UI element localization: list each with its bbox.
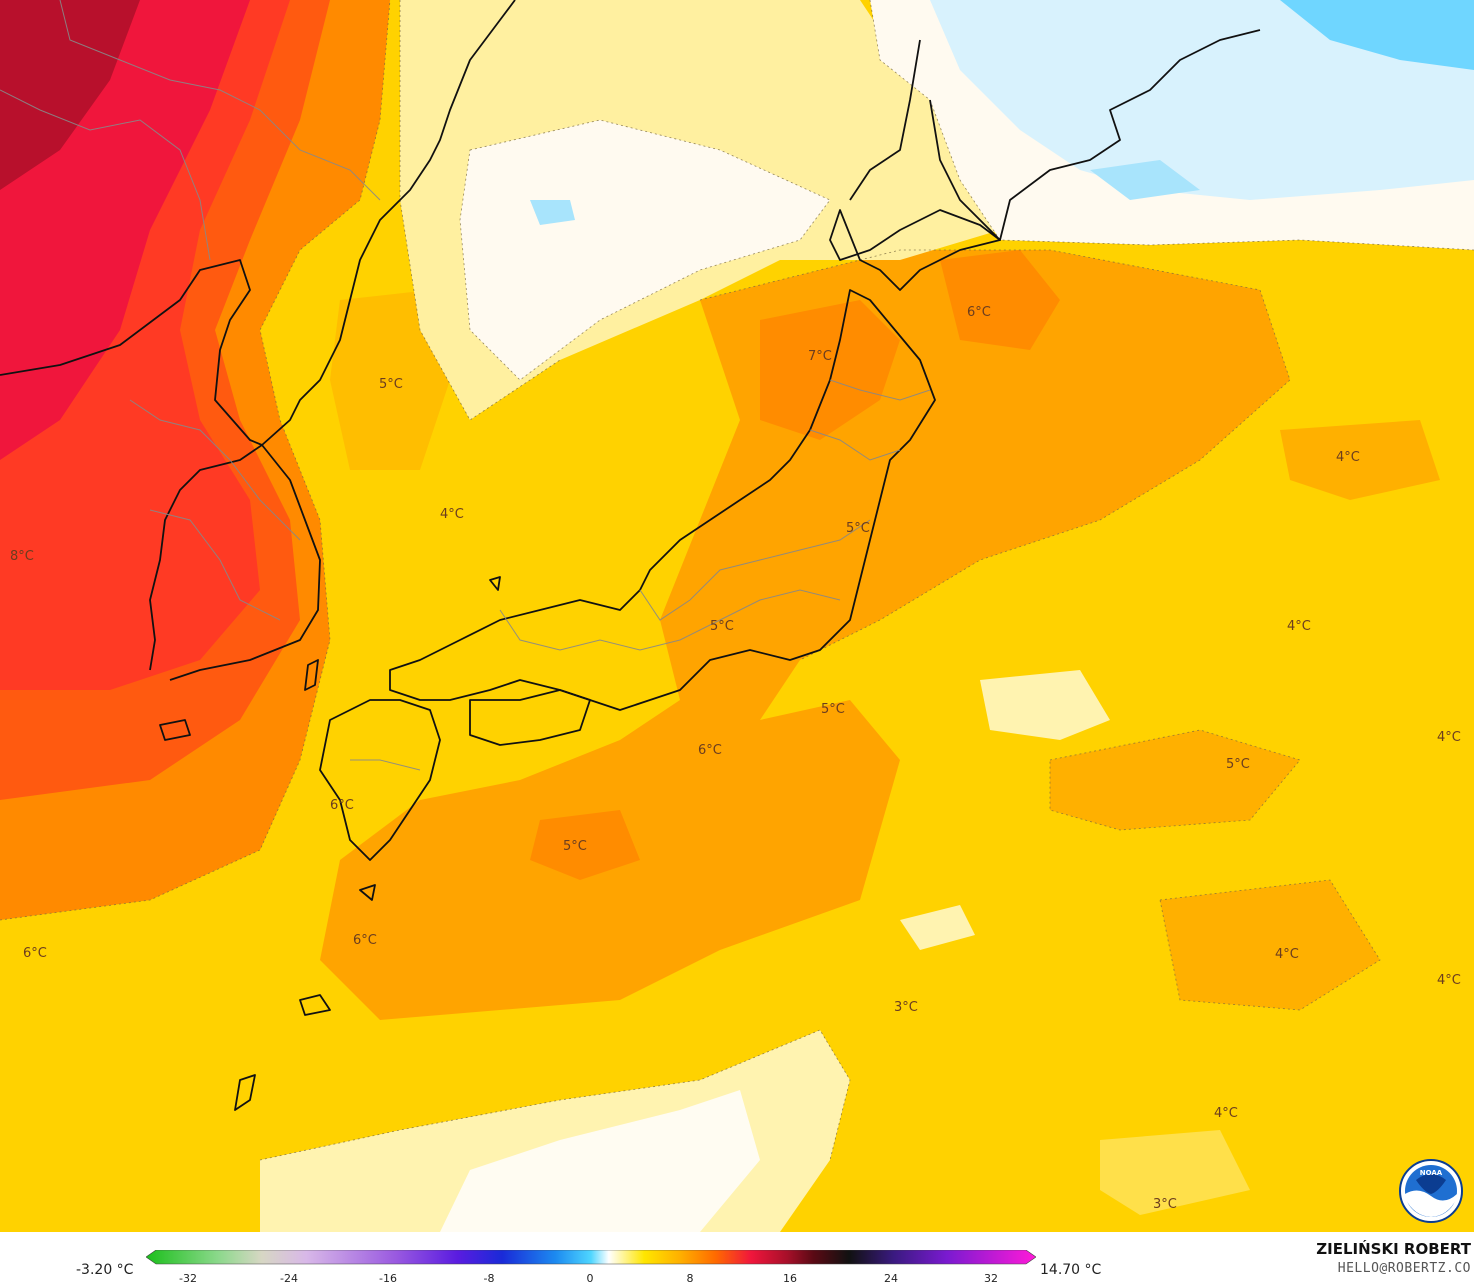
temp-label: 4°C <box>1214 1106 1238 1121</box>
colorbar-tick: 16 <box>783 1272 797 1285</box>
colorbar-tick: -16 <box>379 1272 397 1285</box>
colorbar-tick: -8 <box>483 1272 495 1285</box>
temperature-map: 5°C 4°C 7°C 6°C 4°C 5°C 8°C 4°C 5°C 4°C … <box>0 0 1474 1232</box>
temp-label: 4°C <box>440 507 464 522</box>
temperature-labels: 5°C 4°C 7°C 6°C 4°C 5°C 8°C 4°C 5°C 4°C … <box>10 305 1461 1212</box>
temp-label: 6°C <box>330 798 354 813</box>
colorbar-tick: -24 <box>280 1272 298 1285</box>
colorbar-tick: 0 <box>586 1272 594 1285</box>
coastlines <box>0 0 1261 1111</box>
max-value: 14.70 °C <box>1040 1262 1102 1278</box>
temp-label: 3°C <box>894 1000 918 1015</box>
temp-label: 4°C <box>1437 973 1461 988</box>
temp-label: 5°C <box>821 702 845 717</box>
temp-label: 6°C <box>967 305 991 320</box>
temp-label: 4°C <box>1275 947 1299 962</box>
colorbar <box>146 1250 1036 1265</box>
colorbar-tick: -32 <box>179 1272 197 1285</box>
temp-label: 6°C <box>353 933 377 948</box>
temp-label: 4°C <box>1336 450 1360 465</box>
temperature-fields <box>0 0 1474 1232</box>
colorbar-tick: 8 <box>686 1272 694 1285</box>
temp-label: 5°C <box>1226 757 1250 772</box>
author-credit: ZIELIŃSKI ROBERT <box>1316 1240 1471 1258</box>
colorbar-tick: 24 <box>884 1272 898 1285</box>
colorbar-tick: 32 <box>984 1272 998 1285</box>
author-email: HELLO@ROBERTZ.CO <box>1337 1261 1471 1276</box>
temp-label: 4°C <box>1437 730 1461 745</box>
noaa-logo-text: NOAA <box>1420 1169 1443 1177</box>
temp-label: 5°C <box>563 839 587 854</box>
temp-label: 8°C <box>10 549 34 564</box>
temp-label: 7°C <box>808 349 832 364</box>
min-value: -3.20 °C <box>76 1262 134 1278</box>
temp-label: 5°C <box>379 377 403 392</box>
temp-label: 5°C <box>710 619 734 634</box>
temp-label: 5°C <box>846 521 870 536</box>
noaa-logo: NOAA <box>1398 1158 1464 1224</box>
temp-label: 3°C <box>1153 1197 1177 1212</box>
temp-label: 4°C <box>1287 619 1311 634</box>
temp-label: 6°C <box>698 743 722 758</box>
temp-label: 6°C <box>23 946 47 961</box>
